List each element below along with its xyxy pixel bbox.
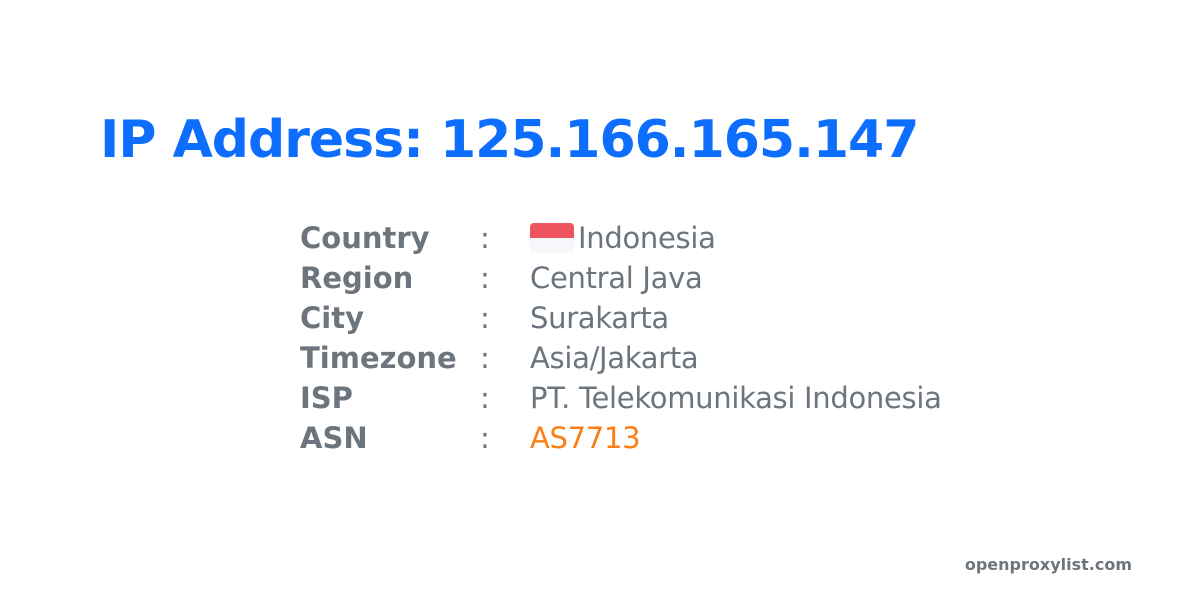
timezone-value: Asia/Jakarta (530, 341, 699, 375)
city-value: Surakarta (530, 301, 669, 335)
indonesia-flag-icon (530, 223, 574, 253)
row-value: Indonesia (530, 221, 716, 255)
row-separator: : (480, 381, 490, 415)
row-separator: : (480, 301, 490, 335)
row-separator: : (480, 421, 490, 455)
info-row-isp: ISP : PT. Telekomunikasi Indonesia (300, 378, 942, 418)
info-row-asn: ASN : AS7713 (300, 418, 942, 458)
row-label: City (300, 301, 364, 335)
row-label: Country (300, 221, 430, 255)
row-label: ASN (300, 421, 368, 455)
row-label: ISP (300, 381, 353, 415)
country-value: Indonesia (578, 221, 716, 255)
info-row-region: Region : Central Java (300, 258, 942, 298)
info-row-timezone: Timezone : Asia/Jakarta (300, 338, 942, 378)
page-title: IP Address: 125.166.165.147 (100, 110, 919, 170)
isp-value: PT. Telekomunikasi Indonesia (530, 381, 942, 415)
row-separator: : (480, 221, 490, 255)
region-value: Central Java (530, 261, 703, 295)
site-watermark: openproxylist.com (964, 555, 1132, 574)
asn-value: AS7713 (530, 421, 641, 455)
row-label: Region (300, 261, 414, 295)
info-row-city: City : Surakarta (300, 298, 942, 338)
ip-info-table: Country : Indonesia Region : Central Jav… (300, 218, 942, 458)
row-separator: : (480, 261, 490, 295)
row-separator: : (480, 341, 490, 375)
row-label: Timezone (300, 341, 457, 375)
info-row-country: Country : Indonesia (300, 218, 942, 258)
